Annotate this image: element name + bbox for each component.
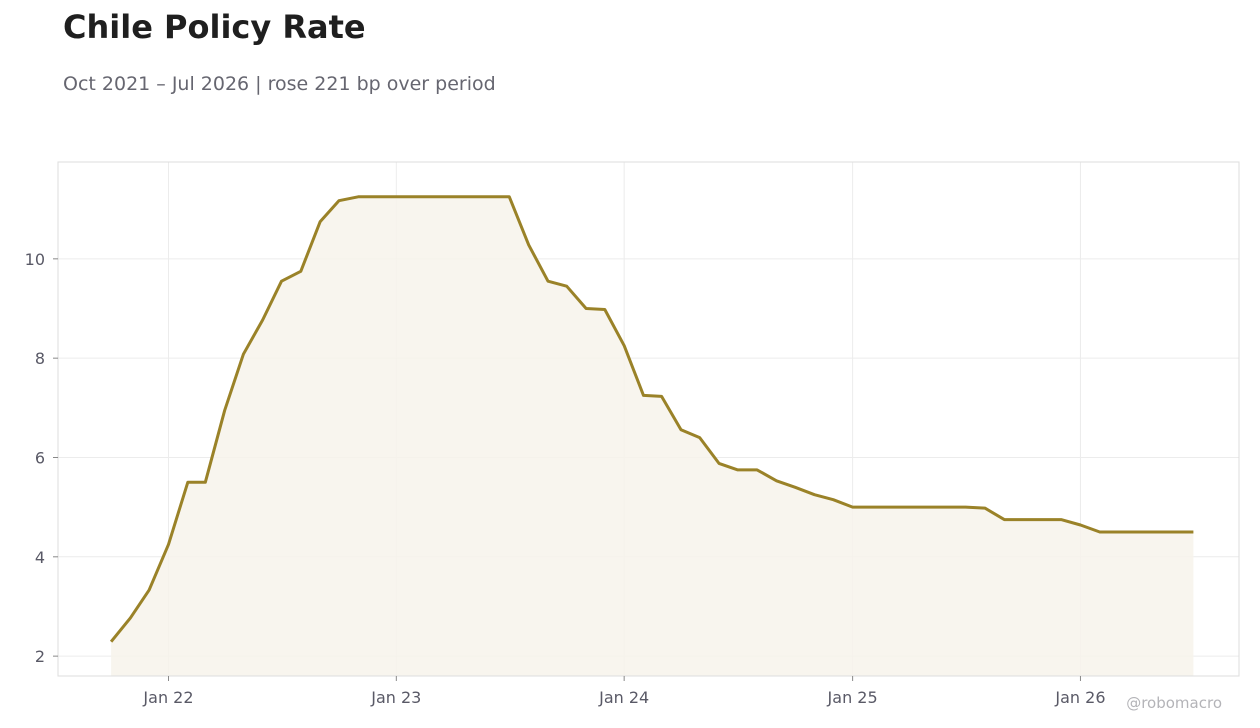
data-point (585, 307, 588, 310)
chart-subtitle: Oct 2021 – Jul 2026 | rose 221 bp over p… (63, 73, 496, 95)
data-point (299, 270, 302, 273)
data-point (242, 353, 245, 356)
data-point (851, 506, 854, 509)
x-tick-label: Jan 23 (370, 688, 421, 707)
data-point (261, 318, 264, 321)
data-point (508, 195, 511, 198)
data-point (660, 395, 663, 398)
data-point (470, 195, 473, 198)
data-point (718, 462, 721, 465)
data-point (527, 243, 530, 246)
data-point (129, 616, 132, 619)
data-point (223, 409, 226, 412)
data-point (1173, 530, 1176, 533)
data-point (1079, 524, 1082, 527)
data-point (1041, 518, 1044, 521)
data-point (736, 468, 739, 471)
y-tick-label: 10 (25, 250, 45, 269)
data-point (395, 195, 398, 198)
x-tick-label: Jan 26 (1054, 688, 1105, 707)
data-point (1098, 530, 1101, 533)
data-point (1135, 530, 1138, 533)
data-point (679, 428, 682, 431)
y-tick-label: 4 (35, 548, 45, 567)
data-point (375, 195, 378, 198)
x-axis: Jan 22 Jan 23 Jan 24 Jan 25 Jan 26 (142, 676, 1106, 707)
data-point (623, 344, 626, 347)
plot-frame (57, 161, 1240, 677)
data-point (775, 479, 778, 482)
data-point (110, 640, 113, 643)
data-point (1060, 518, 1063, 521)
x-tick-label: Jan 22 (142, 688, 193, 707)
chart-title: Chile Policy Rate (63, 8, 366, 46)
data-point (489, 195, 492, 198)
data-point (756, 468, 759, 471)
data-point (167, 543, 170, 546)
data-point (888, 506, 891, 509)
data-point (1003, 518, 1006, 521)
data-point (603, 308, 606, 311)
data-point (907, 506, 910, 509)
data-point (280, 280, 283, 283)
data-point (1116, 530, 1119, 533)
data-point (204, 481, 207, 484)
data-point (698, 436, 701, 439)
series-line (109, 195, 1194, 643)
data-point (186, 481, 189, 484)
data-point (832, 498, 835, 501)
data-point (1022, 518, 1025, 521)
data-point (1192, 530, 1195, 533)
data-point (547, 280, 550, 283)
data-point (337, 199, 340, 202)
y-tick-label: 6 (35, 448, 45, 467)
data-point (964, 506, 967, 509)
x-tick-label: Jan 24 (598, 688, 649, 707)
y-tick-label: 2 (35, 647, 45, 666)
data-point (813, 493, 816, 496)
y-tick-label: 8 (35, 349, 45, 368)
data-point (319, 220, 322, 223)
data-point (414, 195, 417, 198)
data-point (1154, 530, 1157, 533)
x-tick-label: Jan 25 (827, 688, 878, 707)
data-point (983, 507, 986, 510)
data-point (357, 195, 360, 198)
series-area-fill (111, 196, 1194, 677)
data-point (451, 195, 454, 198)
data-point (870, 506, 873, 509)
data-point (642, 394, 645, 397)
data-point (926, 506, 929, 509)
y-axis: 2 4 6 8 10 (25, 250, 58, 666)
data-point (432, 195, 435, 198)
data-point (794, 486, 797, 489)
data-point (148, 589, 151, 592)
data-point (565, 285, 568, 288)
data-point (945, 506, 948, 509)
credit-watermark: @robomacro (1126, 694, 1222, 712)
